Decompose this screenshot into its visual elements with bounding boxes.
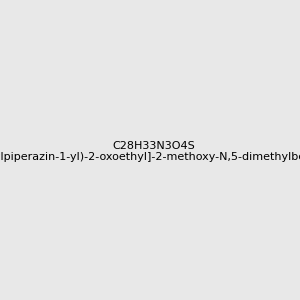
Text: C28H33N3O4S
N-[2-(4-benzhydrylpiperazin-1-yl)-2-oxoethyl]-2-methoxy-N,5-dimethyl: C28H33N3O4S N-[2-(4-benzhydrylpiperazin-… [0,141,300,162]
